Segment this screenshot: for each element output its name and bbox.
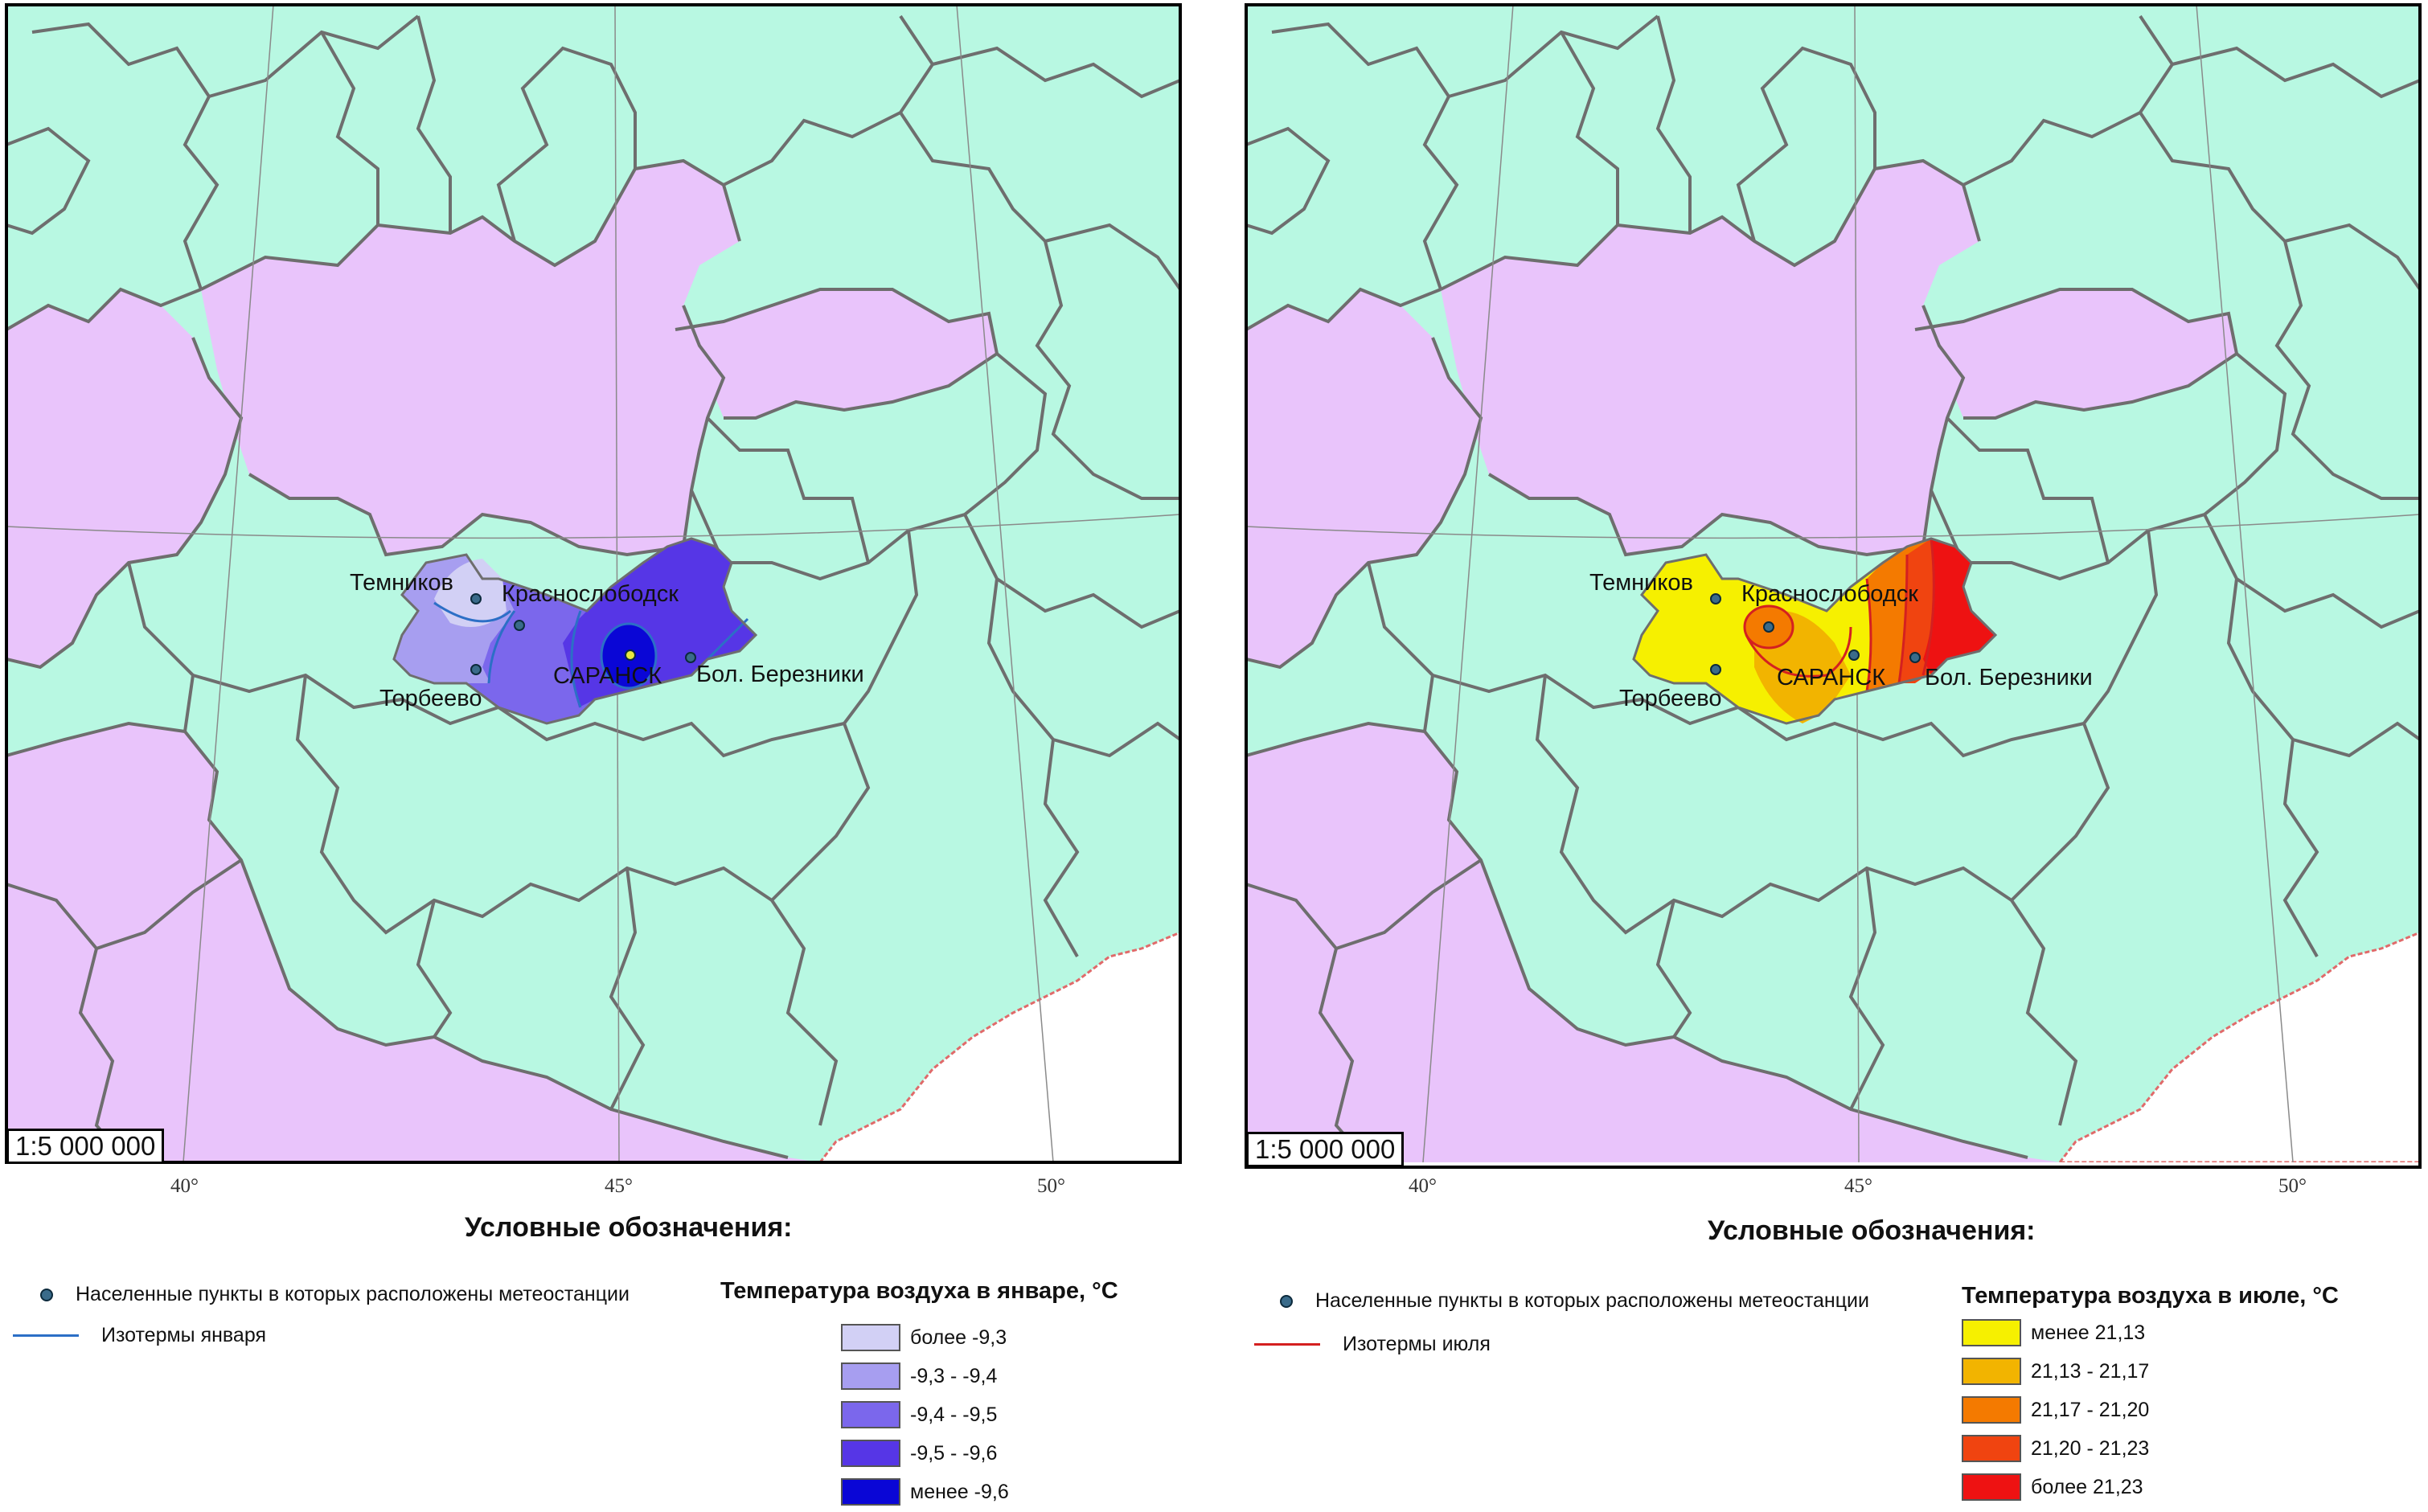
july-map: Темников Краснослободск Торбеево САРАНСК… xyxy=(1245,3,2422,1169)
pink-region-west xyxy=(6,289,241,667)
city-label-torbeevo: Торбеево xyxy=(379,686,482,711)
lon-label-45: 45° xyxy=(1844,1175,1872,1197)
lon-label-50: 50° xyxy=(1037,1175,1065,1197)
legend-swatch xyxy=(841,1478,900,1506)
legend-class-2: 21,17 - 21,20 xyxy=(1962,1396,2149,1424)
legend-class-label: -9,4 - -9,5 xyxy=(910,1403,998,1426)
pink-region-southwest xyxy=(6,723,820,1162)
station-dot-icon xyxy=(40,1288,53,1301)
legend-isotherm: Изотермы июля xyxy=(1254,1333,1491,1356)
july-panel: Темников Краснослободск Торбеево САРАНСК… xyxy=(1214,0,2428,1512)
region-borders xyxy=(6,14,1180,1162)
city-dot-berezniki xyxy=(685,652,696,663)
legend-class-label: -9,3 - -9,4 xyxy=(910,1364,998,1387)
january-panel: Темников Краснослободск Торбеево САРАНСК… xyxy=(5,3,1182,1506)
lon-label-40: 40° xyxy=(1409,1175,1437,1197)
legend-swatch xyxy=(841,1362,900,1390)
legend-swatch xyxy=(841,1440,900,1467)
region-borders xyxy=(1246,14,2420,1162)
city-dot-berezniki xyxy=(1909,652,1921,663)
city-label-temnikov: Темников xyxy=(350,570,453,596)
legend-isotherm-label: Изотермы июля xyxy=(1343,1333,1491,1355)
legend-class-label: 21,17 - 21,20 xyxy=(2031,1398,2150,1421)
pink-region-east xyxy=(1915,289,2237,418)
city-dot-temnikov xyxy=(470,593,482,604)
city-label-krasnoslobodsk: Краснослободск xyxy=(1741,581,1918,607)
legend-class-4: более 21,23 xyxy=(1962,1473,2143,1501)
legend-class-label: более -9,3 xyxy=(910,1326,1007,1349)
lon-label-45: 45° xyxy=(605,1175,633,1197)
legend-swatch xyxy=(1962,1473,2021,1501)
station-dot-icon xyxy=(1280,1294,1293,1308)
legend-class-label: 21,13 - 21,17 xyxy=(2031,1359,2150,1383)
city-dot-krasnoslobodsk xyxy=(514,620,525,631)
city-label-temnikov: Темников xyxy=(1589,570,1693,596)
city-dot-torbeevo xyxy=(470,664,482,675)
lon-label-40: 40° xyxy=(170,1175,199,1197)
legend-isotherm: Изотермы января xyxy=(13,1324,266,1347)
pink-region-center xyxy=(201,161,740,555)
legend-class-label: более 21,23 xyxy=(2031,1475,2143,1498)
lon-label-50: 50° xyxy=(2278,1175,2307,1197)
cities: Темников Краснослободск Торбеево САРАНСК… xyxy=(350,570,864,711)
legend-class-3: 21,20 - 21,23 xyxy=(1962,1435,2149,1462)
city-label-torbeevo: Торбеево xyxy=(1619,686,1721,711)
legend-swatch xyxy=(841,1324,900,1351)
legend-class-1: 21,13 - 21,17 xyxy=(1962,1358,2149,1385)
white-foreign xyxy=(2058,931,2420,1162)
city-dot-saransk xyxy=(1848,649,1860,661)
legend-class-label: 21,20 - 21,23 xyxy=(2031,1436,2150,1460)
isotherm-line-icon xyxy=(1254,1343,1320,1346)
legend-stations-label: Населенные пункты в которых расположены … xyxy=(1315,1289,1869,1312)
legend-isotherm-label: Изотермы января xyxy=(101,1324,266,1346)
legend-class-1: -9,3 - -9,4 xyxy=(841,1362,997,1390)
pink-region-southwest xyxy=(1246,723,2060,1162)
legend-stations: Населенные пункты в которых расположены … xyxy=(40,1283,630,1306)
january-map: Темников Краснослободск Торбеево САРАНСК… xyxy=(5,3,1182,1164)
city-dot-krasnoslobodsk xyxy=(1763,621,1774,633)
scale-label: 1:5 000 000 xyxy=(6,1129,165,1164)
map-frame xyxy=(5,3,1182,1164)
city-label-berezniki: Бол. Березники xyxy=(1925,665,2093,690)
legend-class-0: менее 21,13 xyxy=(1962,1319,2145,1346)
temp-legend-title: Температура воздуха в июле, °С xyxy=(1962,1283,2339,1309)
city-label-saransk: САРАНСК xyxy=(1777,665,1885,690)
legend-swatch xyxy=(1962,1396,2021,1424)
legend-stations-label: Населенные пункты в которых расположены … xyxy=(76,1283,630,1305)
legend-swatch xyxy=(1962,1358,2021,1385)
pink-region-center xyxy=(1441,161,1979,555)
isotherm-line-icon xyxy=(13,1334,79,1337)
white-foreign xyxy=(818,931,1180,1162)
city-dot-torbeevo xyxy=(1710,664,1721,675)
pink-region-west xyxy=(1246,289,1481,667)
temp-legend-title: Температура воздуха в январе, °С xyxy=(720,1278,1118,1304)
legend-class-4: менее -9,6 xyxy=(841,1478,1009,1506)
legend-class-0: более -9,3 xyxy=(841,1324,1007,1351)
city-label-krasnoslobodsk: Краснослободск xyxy=(502,581,679,607)
legend-title: Условные обозначения: xyxy=(465,1212,793,1243)
cities: Темников Краснослободск Торбеево САРАНСК… xyxy=(1589,570,2093,711)
city-label-berezniki: Бол. Березники xyxy=(696,662,864,687)
city-dot-temnikov xyxy=(1710,593,1721,604)
city-dot-saransk xyxy=(625,649,636,661)
city-label-saransk: САРАНСК xyxy=(553,663,662,689)
mordovia-july xyxy=(1632,537,1998,725)
map-frame xyxy=(1245,3,2422,1169)
pink-region-east xyxy=(675,289,997,418)
legend-class-2: -9,4 - -9,5 xyxy=(841,1401,997,1428)
legend-class-label: -9,5 - -9,6 xyxy=(910,1441,998,1465)
scale-label: 1:5 000 000 xyxy=(1246,1132,1405,1167)
mordovia-january xyxy=(392,537,758,725)
legend-title: Условные обозначения: xyxy=(1708,1215,2036,1246)
legend-class-3: -9,5 - -9,6 xyxy=(841,1440,997,1467)
legend-stations: Населенные пункты в которых расположены … xyxy=(1280,1289,1869,1313)
legend-class-label: менее -9,6 xyxy=(910,1480,1009,1503)
legend-swatch xyxy=(1962,1319,2021,1346)
legend-swatch xyxy=(841,1401,900,1428)
legend-class-label: менее 21,13 xyxy=(2031,1321,2146,1344)
legend-swatch xyxy=(1962,1435,2021,1462)
